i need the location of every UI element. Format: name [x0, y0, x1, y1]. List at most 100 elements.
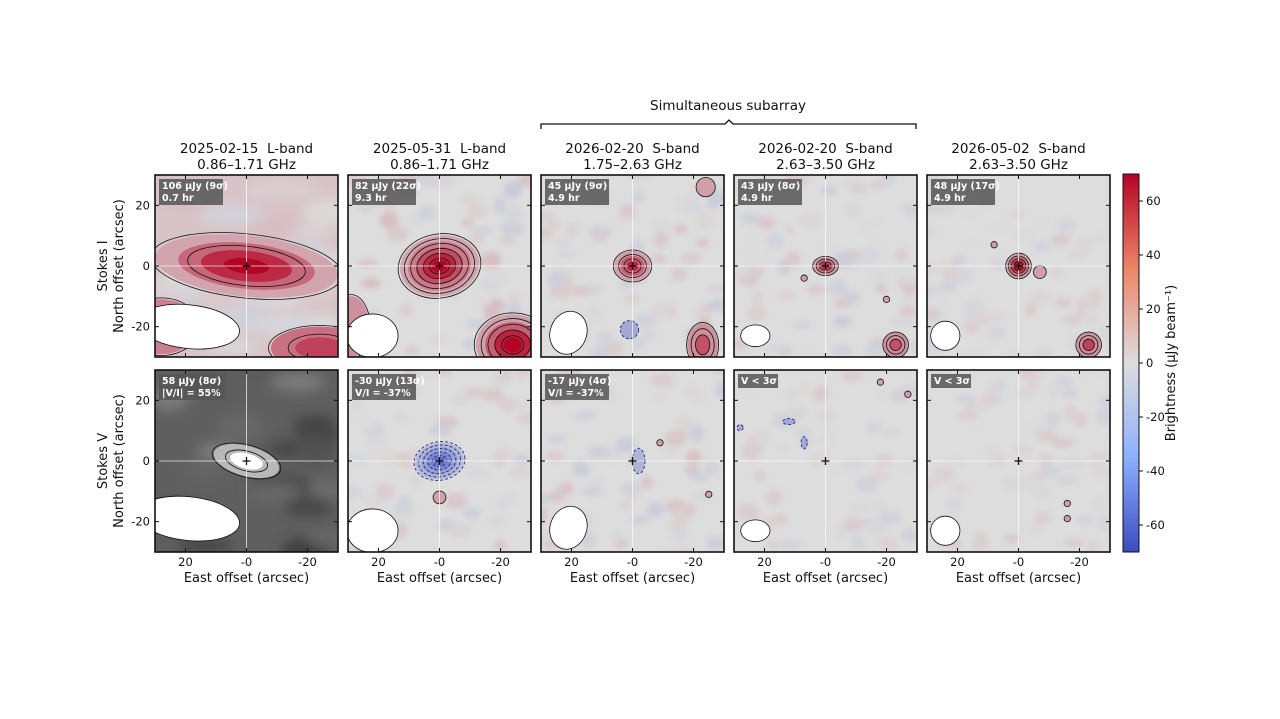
noise-blob — [435, 415, 459, 428]
source-contour — [882, 331, 909, 357]
x-axis-label: East offset (arcsec) — [763, 571, 888, 586]
noise-blob — [1050, 437, 1075, 449]
source-fill — [1064, 515, 1071, 522]
panel-image — [927, 370, 1110, 552]
colorbar: 60 40 20 0 -20 -40 -60 Brightness (μJy beam⁻¹) — [1122, 173, 1179, 553]
noise-blob — [1048, 175, 1062, 186]
x-tick-label: 20 — [564, 555, 579, 569]
noise-blob — [868, 179, 887, 191]
noise-blob — [408, 474, 423, 489]
axis-ticks — [927, 370, 1110, 552]
source-contour — [422, 252, 457, 280]
x-tick-label: 20 — [371, 555, 386, 569]
source-fill — [991, 241, 998, 248]
noise-blob — [1070, 249, 1084, 259]
noise-blob — [1032, 425, 1046, 438]
source-contour — [904, 390, 912, 398]
noise-blob — [990, 221, 1013, 234]
noise-blob — [752, 429, 774, 444]
noise-blob — [865, 421, 883, 435]
noise-blob — [449, 523, 472, 539]
position-marker — [821, 262, 830, 270]
x-tick-label: -20 — [1070, 555, 1089, 569]
x-tick-label: 20 — [950, 555, 965, 569]
axis-ticks — [155, 370, 338, 552]
position-marker — [628, 262, 637, 270]
source-contour — [695, 334, 711, 356]
noise-blob — [492, 371, 506, 387]
source-contour — [418, 444, 461, 478]
column-band: L-band — [460, 141, 506, 157]
column-band: S-band — [1038, 141, 1085, 157]
source-fill — [695, 334, 711, 356]
noise-blob — [959, 210, 983, 221]
measurement-badge: V < 3σ — [738, 374, 778, 388]
source-contour — [690, 328, 715, 357]
noise-blob — [1063, 404, 1078, 423]
axis-ticks — [927, 175, 1110, 357]
column-band: L-band — [267, 141, 313, 157]
noise-blob — [964, 348, 989, 357]
noise-blob — [739, 212, 762, 225]
noise-blob — [951, 255, 968, 265]
noise-blob — [748, 226, 772, 240]
noise-blob — [498, 236, 517, 246]
noise-blob — [1012, 445, 1034, 457]
noise-blob — [1038, 452, 1054, 468]
panel-stokes-v-1: 58 μJy (8σ)|V/I| = 55% 20 0 -20 20 -0 -20 East … — [131, 369, 339, 586]
column-frequency: 2.63–3.50 GHz — [969, 157, 1068, 173]
noise-blob — [640, 475, 654, 491]
noise-blob — [685, 449, 702, 465]
noise-blob — [301, 200, 338, 224]
noise-blob — [516, 370, 531, 377]
noise-blob — [864, 518, 888, 535]
noise-blob — [492, 447, 512, 461]
noise-blob — [471, 469, 492, 481]
noise-blob — [935, 261, 959, 274]
noise-blob — [394, 411, 409, 424]
noise-blob — [500, 221, 525, 237]
source — [990, 241, 998, 249]
noise-blob — [513, 454, 530, 464]
noise-blob — [1040, 465, 1061, 478]
source-contour — [416, 247, 463, 285]
noise-blob — [552, 235, 570, 250]
source — [473, 312, 531, 357]
source-contour — [473, 312, 531, 357]
measurement-badge: 43 μJy (8σ)4.9 hr — [738, 179, 802, 205]
source-contour — [695, 177, 716, 198]
noise-blob — [387, 464, 411, 482]
column-date: 2026-05-02 — [951, 141, 1029, 157]
source-contour — [487, 323, 531, 357]
noise-blob — [714, 381, 724, 398]
column-spacer — [837, 141, 846, 157]
source-contour — [800, 274, 808, 282]
noise-blob — [349, 397, 363, 410]
noise-blob — [574, 411, 597, 421]
noise-blob — [292, 222, 333, 240]
badge-line: 9.3 hr — [355, 193, 387, 204]
noise-blob — [927, 260, 936, 278]
badge-line: |V/I| = 55% — [162, 388, 221, 399]
noise-blob — [393, 452, 413, 461]
noise-blob — [436, 175, 456, 190]
badge-line: -17 μJy (4σ) — [548, 376, 611, 387]
column-spacer — [258, 141, 267, 157]
badge-line: 4.9 hr — [741, 193, 773, 204]
source-fill — [1064, 500, 1071, 507]
noise-blob — [991, 326, 1006, 339]
measurement-badge: V < 3σ — [931, 374, 971, 388]
source — [1033, 265, 1047, 279]
noise-blob — [399, 302, 413, 317]
noise-blob — [504, 490, 519, 507]
colorbar-label: Brightness (μJy beam⁻¹) — [1164, 285, 1179, 441]
position-marker — [435, 457, 444, 465]
noise-blob — [670, 544, 693, 552]
noise-blob — [901, 418, 917, 429]
source-contour — [268, 325, 338, 357]
noise-blob — [688, 425, 705, 443]
noise-blob — [777, 346, 793, 355]
noise-blob — [827, 279, 849, 297]
panel-stokes-v-2: -30 μJy (13σ)V/I = -37% 20 -0 -20 East offse… — [347, 369, 532, 586]
